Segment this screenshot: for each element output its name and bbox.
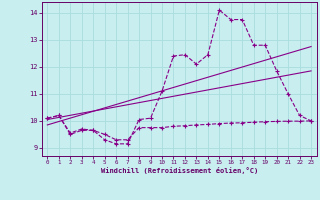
- X-axis label: Windchill (Refroidissement éolien,°C): Windchill (Refroidissement éolien,°C): [100, 167, 258, 174]
